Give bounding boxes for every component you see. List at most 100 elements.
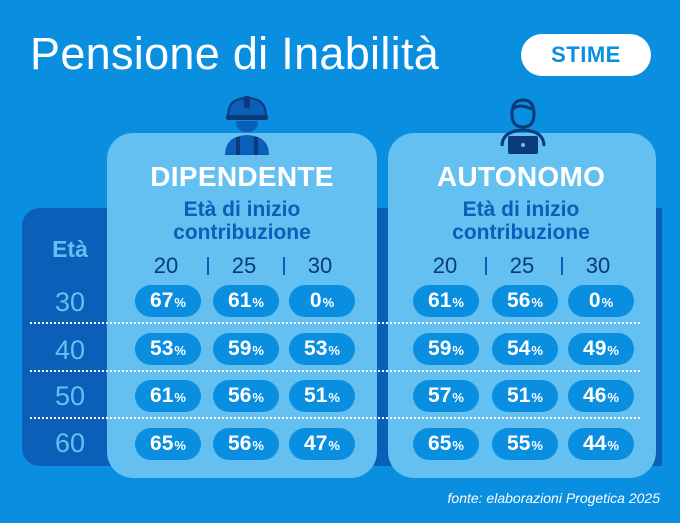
column-separator <box>207 257 209 275</box>
percent-sign: % <box>607 438 619 453</box>
percent-sign: % <box>531 438 543 453</box>
dipendente-subtitle-line2: contribuzione <box>173 221 311 244</box>
dipendente-value-pill: 56% <box>213 428 279 460</box>
source-note: fonte: elaborazioni Progetica 2025 <box>447 490 660 506</box>
value-number: 53 <box>150 337 174 360</box>
value-number: 55 <box>507 432 531 455</box>
value-number: 56 <box>228 432 252 455</box>
row-divider <box>30 417 640 419</box>
autonomo-col-30: 30 <box>585 253 611 278</box>
value-number: 0 <box>309 289 322 312</box>
value-number: 47 <box>304 432 328 455</box>
percent-sign: % <box>174 390 186 405</box>
value-number: 65 <box>150 432 174 455</box>
age-50: 50 <box>54 381 86 411</box>
dipendente-value-pill: 53% <box>135 333 201 365</box>
value-number: 53 <box>304 337 328 360</box>
autonomo-col-20: 20 <box>432 253 458 278</box>
autonomo-subtitle: Età di inizio contribuzione <box>386 198 656 244</box>
dipendente-subtitle-line1: Età di inizio <box>183 198 301 221</box>
dipendente-value-pill: 61% <box>135 380 201 412</box>
value-number: 51 <box>507 384 531 407</box>
dipendente-title: DIPENDENTE <box>150 161 334 192</box>
percent-sign: % <box>328 343 340 358</box>
worker-hardhat-icon <box>225 96 269 155</box>
row-divider <box>30 370 640 372</box>
percent-sign: % <box>607 343 619 358</box>
dipendente-value-pill: 53% <box>289 333 355 365</box>
percent-sign: % <box>328 438 340 453</box>
autonomo-value-pill: 57% <box>413 380 479 412</box>
page-title: Pensione di Inabilità <box>30 28 440 79</box>
dipendente-value-pill: 51% <box>289 380 355 412</box>
autonomo-value-pill: 49% <box>568 333 634 365</box>
value-number: 56 <box>507 289 531 312</box>
autonomo-value-pill: 0% <box>568 285 634 317</box>
percent-sign: % <box>452 438 464 453</box>
autonomo-value-pill: 46% <box>568 380 634 412</box>
dipendente-col-20: 20 <box>153 253 179 278</box>
value-number: 44 <box>583 432 607 455</box>
percent-sign: % <box>452 295 464 310</box>
percent-sign: % <box>328 390 340 405</box>
column-separator <box>561 257 563 275</box>
autonomo-title: AUTONOMO <box>436 161 606 192</box>
value-number: 57 <box>428 384 452 407</box>
autonomo-value-pill: 51% <box>492 380 558 412</box>
row-divider <box>30 322 640 324</box>
percent-sign: % <box>252 438 264 453</box>
dipendente-value-pill: 0% <box>289 285 355 317</box>
value-number: 59 <box>428 337 452 360</box>
dipendente-value-pill: 59% <box>213 333 279 365</box>
autonomo-subtitle-line1: Età di inizio <box>462 198 580 221</box>
age-30: 30 <box>54 287 86 317</box>
dipendente-value-pill: 65% <box>135 428 201 460</box>
percent-sign: % <box>174 438 186 453</box>
value-number: 51 <box>304 384 328 407</box>
percent-sign: % <box>174 295 186 310</box>
percent-sign: % <box>452 343 464 358</box>
percent-sign: % <box>531 390 543 405</box>
percent-sign: % <box>607 390 619 405</box>
percent-sign: % <box>252 390 264 405</box>
value-number: 0 <box>588 289 601 312</box>
percent-sign: % <box>252 295 264 310</box>
dipendente-value-pill: 67% <box>135 285 201 317</box>
percent-sign: % <box>601 295 614 310</box>
percent-sign: % <box>531 295 543 310</box>
value-number: 56 <box>228 384 252 407</box>
autonomo-value-pill: 61% <box>413 285 479 317</box>
value-number: 61 <box>150 384 174 407</box>
dipendente-col-30: 30 <box>307 253 333 278</box>
column-separator <box>283 257 285 275</box>
age-header: Età <box>52 236 88 262</box>
column-separator <box>485 257 487 275</box>
age-60: 60 <box>54 428 86 458</box>
dipendente-value-pill: 47% <box>289 428 355 460</box>
value-number: 61 <box>428 289 452 312</box>
percent-sign: % <box>531 343 543 358</box>
autonomo-value-pill: 65% <box>413 428 479 460</box>
dipendente-value-pill: 56% <box>213 380 279 412</box>
value-number: 46 <box>583 384 607 407</box>
autonomo-value-pill: 44% <box>568 428 634 460</box>
value-number: 65 <box>428 432 452 455</box>
value-number: 67 <box>150 289 174 312</box>
autonomo-col-25: 25 <box>509 253 535 278</box>
autonomo-value-pill: 56% <box>492 285 558 317</box>
autonomo-value-pill: 54% <box>492 333 558 365</box>
value-number: 61 <box>228 289 252 312</box>
autonomo-subtitle-line2: contribuzione <box>452 221 590 244</box>
dipendente-col-25: 25 <box>231 253 257 278</box>
percent-sign: % <box>174 343 186 358</box>
value-number: 49 <box>583 337 607 360</box>
age-40: 40 <box>54 335 86 365</box>
percent-sign: % <box>322 295 335 310</box>
percent-sign: % <box>452 390 464 405</box>
dipendente-value-pill: 61% <box>213 285 279 317</box>
value-number: 54 <box>507 337 531 360</box>
dipendente-subtitle: Età di inizio contribuzione <box>107 198 377 244</box>
autonomo-value-pill: 59% <box>413 333 479 365</box>
autonomo-value-pill: 55% <box>492 428 558 460</box>
worker-laptop-icon <box>500 98 546 154</box>
